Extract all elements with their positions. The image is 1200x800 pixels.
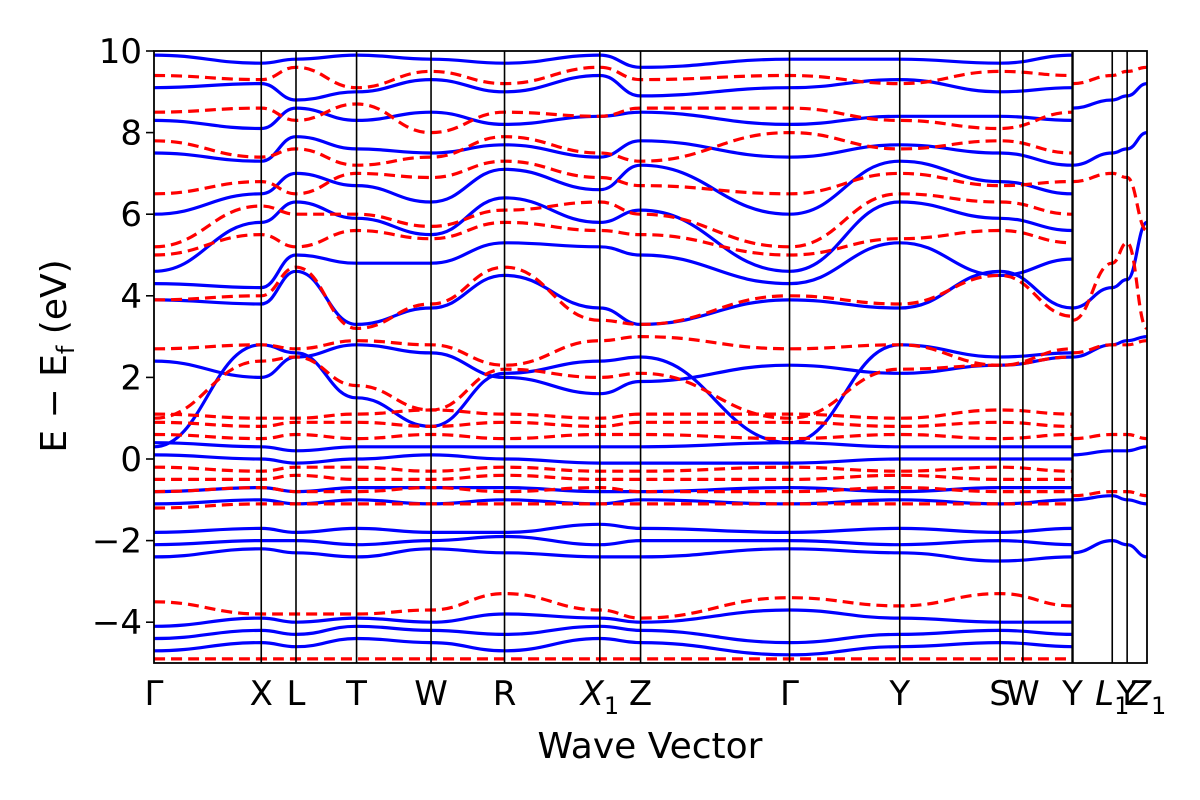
x-tick-label-main: Z xyxy=(1127,674,1152,714)
y-tick-label-1: 8 xyxy=(120,114,142,154)
x-tick-label-9: Y xyxy=(888,674,910,714)
x-tick-label-main: L xyxy=(1095,674,1114,714)
solid-band-26 xyxy=(1072,82,1147,110)
dashed-band-13 xyxy=(154,192,1073,249)
solid-band-25 xyxy=(1072,131,1147,167)
y-tick-label-2: 6 xyxy=(120,195,142,235)
dashed-band-22 xyxy=(1072,171,1147,233)
dashed-band-5 xyxy=(154,465,1073,473)
solid-band-9 xyxy=(154,441,1073,453)
solid-band-10 xyxy=(154,343,1073,449)
solid-band-13 xyxy=(154,241,1073,290)
y-tick-label-5: 0 xyxy=(120,440,142,480)
solid-band-1 xyxy=(154,624,1073,645)
x-tick-label-8: Γ xyxy=(780,674,799,714)
solid-band-series xyxy=(154,53,1147,657)
x-tick-label-7: Z xyxy=(629,674,652,714)
dashed-band-19 xyxy=(1072,432,1147,441)
solid-band-4 xyxy=(154,534,1073,547)
y-axis-label: E − Ef (eV) xyxy=(34,259,80,452)
x-tick-label-main: Y xyxy=(1061,674,1083,714)
x-tick-label-15: Z1 xyxy=(1127,674,1167,720)
x-tick-label-main: Γ xyxy=(145,674,164,714)
dashed-band-11 xyxy=(154,265,1073,331)
y-tick-label-6: −2 xyxy=(92,522,142,562)
dashed-band-8 xyxy=(154,408,1073,420)
solid-band-3 xyxy=(154,547,1073,563)
solid-band-24 xyxy=(1072,220,1147,310)
x-tick-label-sub: 1 xyxy=(604,692,619,720)
y-tick-label-0: 10 xyxy=(99,32,142,72)
x-tick-label-main: T xyxy=(345,674,367,714)
dashed-band-23 xyxy=(1072,65,1147,86)
x-tick-label-main: Γ xyxy=(780,674,799,714)
solid-band-21 xyxy=(1072,494,1147,506)
x-tick-label-13: L1 xyxy=(1095,674,1129,720)
dashed-band-12 xyxy=(154,220,1073,257)
x-tick-label-main: X xyxy=(250,674,273,714)
x-tick-label-10: S xyxy=(989,674,1011,714)
dashed-band-7 xyxy=(154,420,1073,429)
x-tick-label-main: Y xyxy=(888,674,910,714)
dashed-band-1 xyxy=(154,591,1073,620)
dashed-band-4 xyxy=(154,473,1073,482)
x-tick-label-4: W xyxy=(414,674,448,714)
y-tick-label-7: −4 xyxy=(92,603,142,643)
solid-band-2 xyxy=(154,608,1073,628)
x-tick-label-main: X xyxy=(579,674,605,714)
x-tick-label-6: X1 xyxy=(579,674,620,720)
solid-band-8 xyxy=(154,453,1073,465)
dashed-band-21 xyxy=(1072,241,1147,330)
x-tick-label-5: R xyxy=(493,674,517,714)
solid-band-0 xyxy=(154,636,1073,657)
y-tick-label-3: 4 xyxy=(120,277,142,317)
dashed-band-18 xyxy=(1072,490,1147,498)
solid-band-19 xyxy=(154,53,1073,69)
dashed-band-20 xyxy=(1072,339,1147,355)
dashed-band-2 xyxy=(154,502,1073,510)
plot-frame xyxy=(153,50,1148,664)
x-axis-label: Wave Vector xyxy=(538,726,763,767)
y-tick-label-4: 2 xyxy=(120,358,142,398)
dashed-band-series xyxy=(154,65,1147,661)
solid-band-5 xyxy=(154,522,1073,535)
x-tick-label-main: W xyxy=(1006,674,1040,714)
y-axis-label-main: E − E xyxy=(34,354,75,453)
x-tick-label-main: R xyxy=(493,674,517,714)
x-tick-label-main: W xyxy=(414,674,448,714)
x-tick-label-1: X xyxy=(250,674,273,714)
x-tick-label-main: Y xyxy=(1116,674,1138,714)
x-tick-label-11: W xyxy=(1006,674,1040,714)
x-tick-label-main: S xyxy=(989,674,1011,714)
y-axis-label-unit: (eV) xyxy=(34,259,75,345)
solid-band-23 xyxy=(1072,335,1147,359)
x-tick-label-sub: 1 xyxy=(1114,692,1129,720)
solid-band-16 xyxy=(154,135,1073,167)
solid-band-18 xyxy=(154,73,1073,102)
dashed-band-17 xyxy=(154,65,1073,90)
x-tick-label-12: Y xyxy=(1061,674,1083,714)
kpoint-lines-layer xyxy=(260,51,1128,663)
dashed-band-6 xyxy=(154,432,1073,441)
x-tick-label-2: L xyxy=(287,674,306,714)
dashed-band-3 xyxy=(154,485,1073,494)
y-ticks-layer: 10 8 6 4 2 0 −2 −4 xyxy=(92,32,154,643)
y-axis-label-sub: f xyxy=(52,345,80,354)
dashed-band-10 xyxy=(154,355,1073,420)
x-tick-label-sub: 1 xyxy=(1151,692,1166,720)
x-tick-label-main: L xyxy=(287,674,306,714)
x-tick-label-14: Y xyxy=(1116,674,1138,714)
x-tick-label-main: Z xyxy=(629,674,652,714)
solid-band-20 xyxy=(1072,538,1147,559)
solid-band-22 xyxy=(1072,445,1147,457)
bands-layer xyxy=(154,53,1147,661)
solid-band-14 xyxy=(154,196,1073,273)
x-tick-label-3: T xyxy=(345,674,367,714)
solid-band-17 xyxy=(154,106,1073,131)
x-tick-label-0: Γ xyxy=(145,674,164,714)
